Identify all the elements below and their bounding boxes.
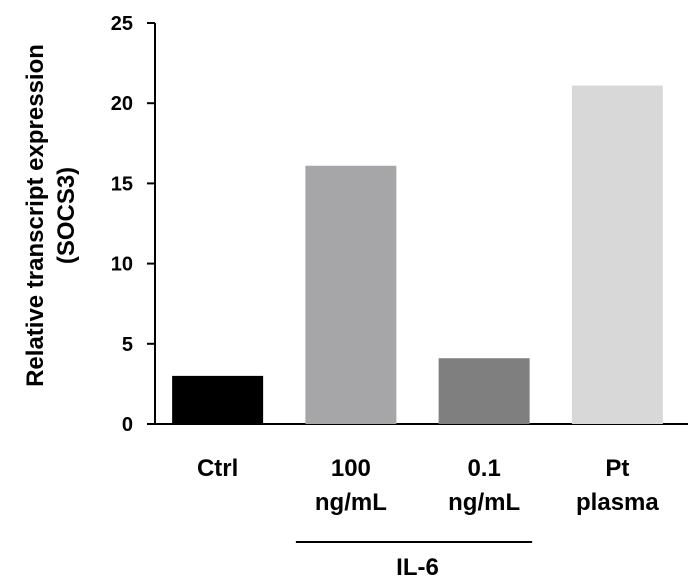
- x-axis-category-labels: Ctrl 100 ng/mL 0.1 ng/mL Pt plasma: [197, 455, 659, 516]
- x-category-label: 100 ng/mL: [315, 455, 387, 516]
- bar: [305, 165, 397, 425]
- y-tick-label: 15: [111, 173, 133, 195]
- il6-group-label: IL-6: [396, 554, 439, 581]
- x-category-label: Ctrl: [197, 455, 238, 482]
- y-axis-title-text: Relative transcript expression (SOCS3): [22, 44, 80, 387]
- bars: [172, 85, 663, 425]
- x-category-label: 0.1 ng/mL: [448, 455, 520, 516]
- y-axis-ticks: 0 5 10 15 20 25: [111, 13, 155, 436]
- y-tick-label: 25: [111, 13, 133, 35]
- bar: [571, 85, 663, 424]
- bar: [172, 375, 264, 424]
- x-category-label: Pt plasma: [576, 455, 659, 516]
- y-tick-label: 0: [122, 414, 133, 436]
- y-tick-label: 5: [122, 334, 133, 356]
- y-tick-label: 20: [111, 93, 133, 115]
- bar: [438, 358, 530, 424]
- y-tick-label: 10: [111, 254, 133, 276]
- y-axis-title: Relative transcript expression (SOCS3): [22, 44, 80, 387]
